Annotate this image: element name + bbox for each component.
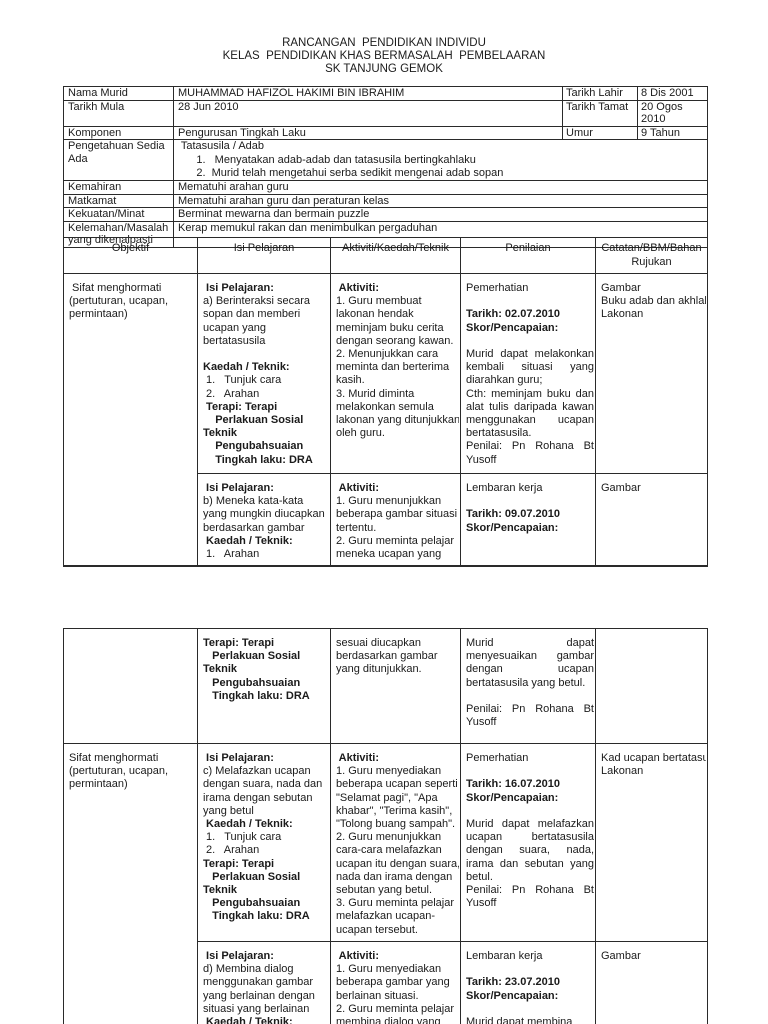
- info-value-pengetahuan: Tatasusila / Adab 1. Menyatakan adab-ada…: [173, 139, 708, 181]
- info-label-kemahiran: Kemahiran: [63, 179, 174, 195]
- header-isi-pelajaran: Isi Pelajaran: [197, 237, 331, 274]
- header-catatan: Catatan/BBM/Bahan Rujukan: [595, 237, 708, 274]
- info-value-tarikh-tamat: 20 Ogos 2010: [637, 99, 708, 127]
- table-row: Pengetahuan Sedia Ada Tatasusila / Adab …: [63, 139, 708, 181]
- table-row: Kekuatan/Minat Berminat mewarna dan berm…: [63, 207, 708, 222]
- info-value-kekuatan: Berminat mewarna dan bermain puzzle: [173, 207, 708, 222]
- cell-catatan: Kad ucapan bertatasusilaLakonan: [595, 743, 708, 942]
- document-title: RANCANGAN PENDIDIKAN INDIVIDU KELAS PEND…: [0, 37, 768, 76]
- info-label-tarikh-mula: Tarikh Mula: [63, 99, 174, 127]
- table-header-row: Objektif Isi Pelajaran Aktiviti/Kaedah/T…: [63, 237, 708, 274]
- info-label-komponen: Komponen: [63, 125, 174, 141]
- info-label-tarikh-lahir: Tarikh Lahir: [562, 86, 638, 101]
- cell-penilaian: Pemerhatian Tarikh: 02.07.2010 Skor/Penca…: [460, 273, 596, 474]
- cell-catatan: Gambar Buku adab dan akhlak Lakonan: [595, 273, 708, 474]
- info-value-kemahiran: Mematuhi arahan guru: [173, 179, 708, 195]
- cell-penilaian: Lembaran kerja Tarikh: 23.07.2010 Skor/Pe…: [460, 941, 596, 1024]
- info-value-nama-murid: MUHAMMAD HAFIZOL HAKIMI BIN IBRAHIM: [173, 86, 563, 101]
- student-info-table: Nama Murid MUHAMMAD HAFIZOL HAKIMI BIN I…: [63, 86, 708, 248]
- info-value-tarikh-lahir: 8 Dis 2001: [637, 86, 708, 101]
- info-label-nama-murid: Nama Murid: [63, 86, 174, 101]
- table-row: Komponen Pengurusan Tingkah Laku Umur 9 …: [63, 125, 708, 141]
- cell-isi-pelajaran: Isi Pelajaran: c) Melafazkan ucapan dengan…: [197, 743, 331, 942]
- table-row: Terapi: Terapi Perlakuan Sosial Teknik Pe…: [63, 628, 708, 744]
- table-row: Isi Pelajaran: d) Membina dialog menggunak…: [64, 941, 708, 1024]
- cell-objektif: Sifat menghormati (pertuturan, ucapan, per…: [63, 743, 198, 1024]
- cell-catatan-empty: [595, 628, 708, 744]
- info-value-komponen: Pengurusan Tingkah Laku: [173, 125, 563, 141]
- cell-objektif: Sifat menghormati (pertuturan, ucapan, per…: [63, 273, 198, 566]
- table-row: Matkamat Mematuhi arahan guru dan peratu…: [63, 193, 708, 209]
- info-label-matkamat: Matkamat: [63, 193, 174, 209]
- cell-isi-pelajaran: Isi Pelajaran: d) Membina dialog menggunak…: [197, 941, 331, 1024]
- cell-aktiviti: Aktiviti: 1. Guru menunjukkan beberapa gam…: [330, 473, 461, 566]
- title-line-1: RANCANGAN PENDIDIKAN INDIVIDU: [282, 37, 486, 49]
- title-line-3: SK TANJUNG GEMOK: [325, 63, 443, 75]
- table-row: Sifat menghormati (pertuturan, ucapan, per…: [63, 273, 708, 566]
- table-row: Nama Murid MUHAMMAD HAFIZOL HAKIMI BIN I…: [63, 86, 708, 101]
- cell-catatan: Gambar: [595, 941, 708, 1024]
- info-label-umur: Umur: [562, 125, 638, 141]
- info-value-umur: 9 Tahun: [637, 125, 708, 141]
- info-value-tarikh-mula: 28 Jun 2010: [173, 99, 563, 127]
- info-value-matkamat: Mematuhi arahan guru dan peraturan kelas: [173, 193, 708, 209]
- cell-aktiviti: Aktiviti: 1. Guru menyediakan beberapa gam…: [330, 941, 461, 1024]
- cell-penilaian: Pemerhatian Tarikh: 16.07.2010 Skor/Penca…: [460, 743, 596, 942]
- cell-penilaian: Murid dapat menyesuaikan gambar dengan u…: [460, 628, 596, 744]
- info-label-pengetahuan: Pengetahuan Sedia Ada: [63, 139, 174, 181]
- cell-catatan: Gambar: [595, 473, 708, 566]
- header-penilaian: Penilaian: [460, 237, 596, 274]
- table-row: Isi Pelajaran: b) Meneka kata-kata yang mu…: [64, 473, 708, 566]
- info-label-tarikh-tamat: Tarikh Tamat: [562, 99, 638, 127]
- cell-aktiviti: Aktiviti: 1. Guru menyediakan beberapa uca…: [330, 743, 461, 942]
- title-line-2: KELAS PENDIDIKAN KHAS BERMASALAH PEMBELA…: [222, 50, 546, 62]
- table-row: Sifat menghormati (pertuturan, ucapan, per…: [63, 743, 708, 1024]
- cell-isi-pelajaran: Terapi: Terapi Perlakuan Sosial Teknik Pe…: [197, 628, 331, 744]
- ipi-table-page1: Objektif Isi Pelajaran Aktiviti/Kaedah/T…: [63, 237, 708, 567]
- cell-objektif-empty: [63, 628, 198, 744]
- cell-aktiviti: Aktiviti: 1. Guru membuat lakonan hendak me…: [330, 273, 461, 474]
- cell-isi-pelajaran: Isi Pelajaran: b) Meneka kata-kata yang mu…: [197, 473, 331, 566]
- table-row: Kemahiran Mematuhi arahan guru: [63, 179, 708, 195]
- cell-isi-pelajaran: Isi Pelajaran: a) Berinteraksi secara sopa…: [197, 273, 331, 474]
- cell-aktiviti: sesuai diucapkan berdasarkan gambar yang d…: [330, 628, 461, 744]
- table-row: Tarikh Mula 28 Jun 2010 Tarikh Tamat 20 …: [63, 99, 708, 127]
- info-label-kekuatan: Kekuatan/Minat: [63, 207, 174, 222]
- cell-penilaian: Lembaran kerja Tarikh: 09.07.2010 Skor/Pe…: [460, 473, 596, 566]
- header-aktiviti: Aktiviti/Kaedah/Teknik: [330, 237, 461, 274]
- ipi-table-page2: Terapi: Terapi Perlakuan Sosial Teknik Pe…: [63, 628, 708, 1024]
- header-objektif: Objektif: [63, 237, 198, 274]
